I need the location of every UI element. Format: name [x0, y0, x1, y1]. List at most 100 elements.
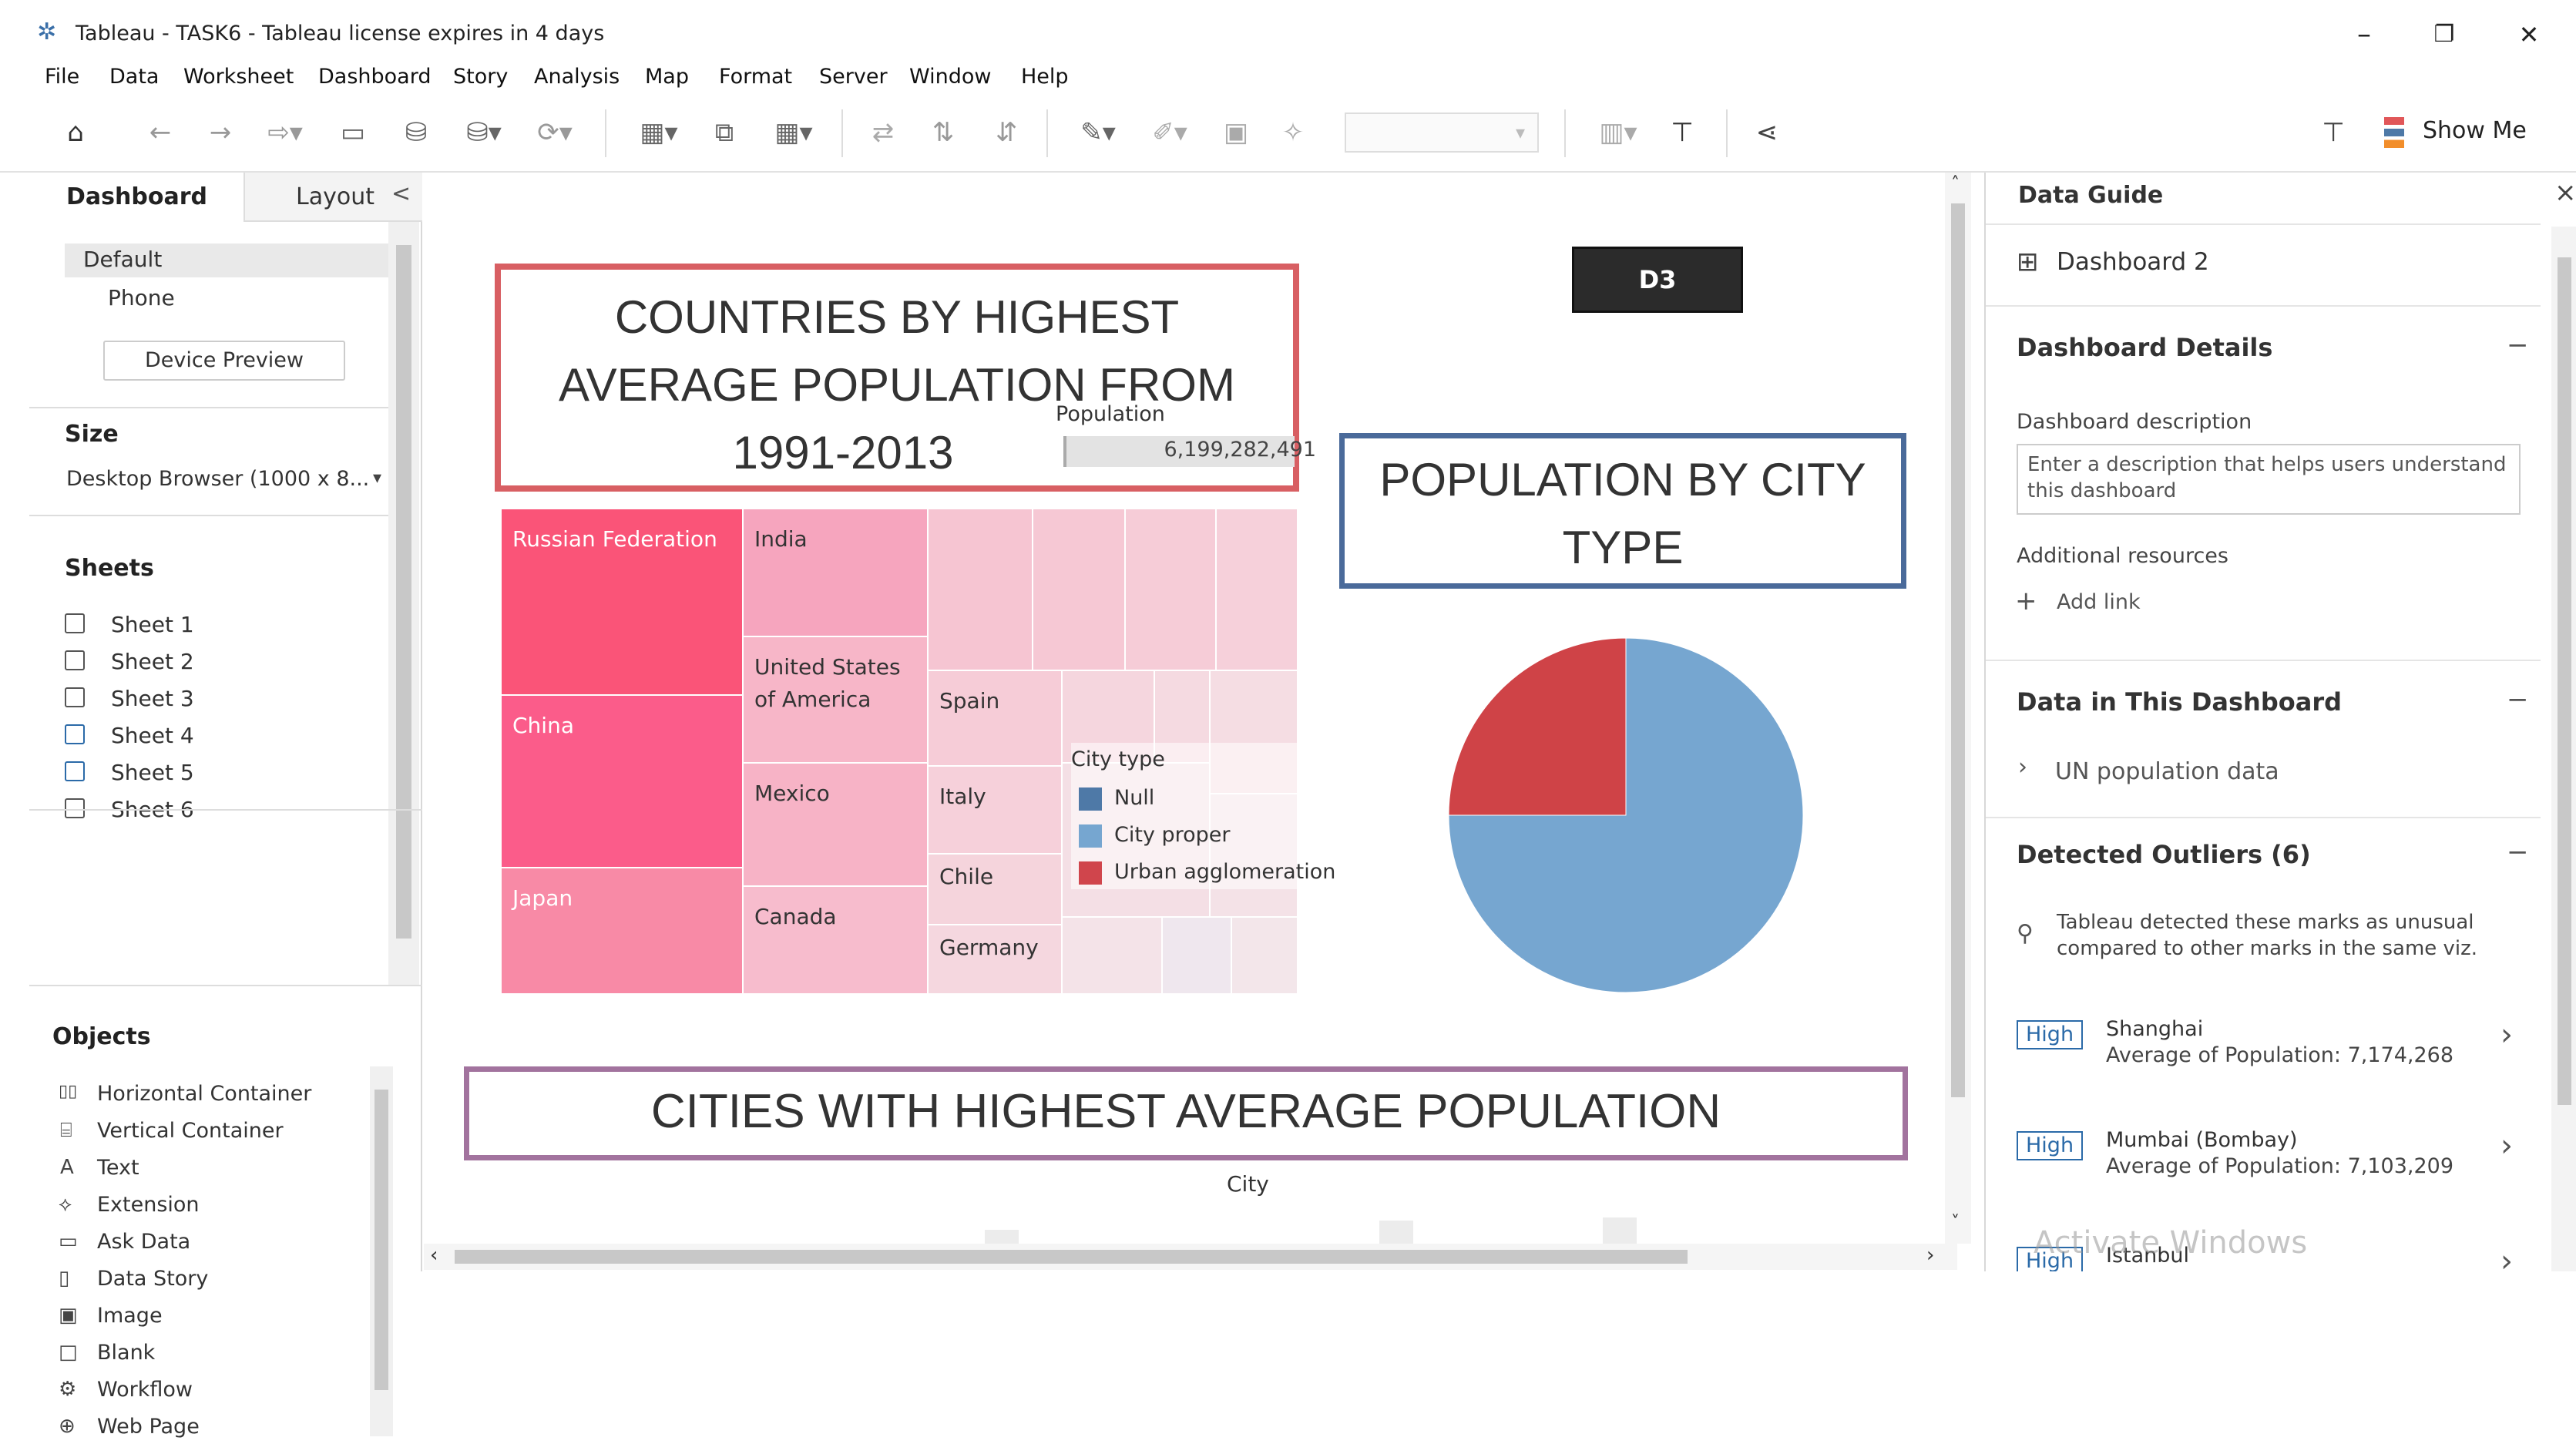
chart-type-icon[interactable]: ▥▾ [1599, 117, 1637, 148]
sheet-item[interactable]: Sheet 2 [111, 649, 194, 674]
size-dropdown[interactable]: Desktop Browser (1000 x 8... [66, 467, 370, 491]
menu-story[interactable]: Story [453, 65, 509, 89]
collapse-outliers-icon[interactable]: − [2507, 837, 2529, 868]
refresh-icon[interactable]: ⟳▾ [537, 117, 573, 148]
cities-bar[interactable] [1379, 1221, 1413, 1244]
swap-icon[interactable]: ⇄ [872, 117, 895, 148]
menu-data[interactable]: Data [109, 65, 160, 89]
back-icon[interactable]: ← [149, 117, 172, 148]
show-me-button[interactable]: Show Me [2423, 117, 2527, 144]
label-icon[interactable]: ▣ [1223, 117, 1249, 148]
tab-dashboard[interactable]: Dashboard [29, 173, 243, 222]
dashboard-details-heading[interactable]: Dashboard Details [2017, 333, 2273, 362]
scroll-left-icon[interactable]: ‹ [430, 1244, 438, 1267]
data-source-item[interactable]: UN population data [2055, 758, 2279, 785]
sort-desc-icon[interactable]: ⇵ [995, 117, 1018, 148]
treemap-cell[interactable] [1125, 509, 1216, 670]
menu-worksheet[interactable]: Worksheet [183, 65, 294, 89]
treemap-cell-india[interactable]: India [743, 509, 928, 636]
share-icon[interactable]: ⋖ [1755, 117, 1778, 148]
treemap-cell-germany[interactable]: Germany [928, 925, 1062, 994]
plus-icon[interactable]: + [2015, 586, 2037, 616]
scroll-up-icon[interactable]: ˄ [1951, 174, 1960, 193]
menu-dashboard[interactable]: Dashboard [318, 65, 432, 89]
fit-dropdown[interactable]: ▾ [1345, 112, 1539, 153]
chevron-down-icon[interactable]: ▾ [373, 468, 382, 488]
chevron-right-icon[interactable]: › [2018, 754, 2027, 781]
add-link-button[interactable]: Add link [2057, 590, 2141, 614]
object-data-story[interactable]: Data Story [97, 1267, 209, 1291]
minimize-button[interactable]: – [2357, 18, 2371, 50]
treemap-cell[interactable] [1162, 917, 1231, 994]
detected-outliers-heading[interactable]: Detected Outliers (6) [2017, 840, 2311, 869]
pie-slice-city-proper[interactable] [1448, 637, 1804, 993]
menu-server[interactable]: Server [819, 65, 888, 89]
pin-right-icon[interactable]: ⊤ [2322, 117, 2345, 148]
collapse-data-icon[interactable]: − [2507, 684, 2529, 715]
sheet-item[interactable]: Sheet 5 [111, 760, 194, 785]
highlight-icon[interactable]: ✎▾ [1080, 117, 1116, 148]
scroll-down-icon[interactable]: ˅ [1951, 1213, 1960, 1232]
collapse-panel-button[interactable]: < [391, 180, 411, 207]
dashboard-description-input[interactable]: Enter a description that helps users und… [2017, 444, 2521, 515]
treemap-cell-italy[interactable]: Italy [928, 766, 1062, 854]
menu-file[interactable]: File [45, 65, 80, 89]
tab-layout[interactable]: Layout [243, 173, 422, 222]
scrollbar-thumb[interactable] [2558, 257, 2571, 1105]
device-phone[interactable]: Phone [108, 285, 175, 311]
annotate-icon[interactable]: ✐▾ [1152, 117, 1187, 148]
scrollbar-thumb[interactable] [1951, 203, 1965, 1097]
treemap-cell[interactable] [1062, 917, 1162, 994]
new-sheet-icon[interactable]: ▦▾ [640, 117, 678, 148]
pause-icon[interactable]: ⛁▾ [466, 117, 502, 148]
cities-bar[interactable] [1603, 1217, 1637, 1244]
cities-title-box[interactable]: CITIES WITH HIGHEST AVERAGE POPULATION [464, 1066, 1908, 1160]
d3-button[interactable]: D3 [1572, 247, 1743, 313]
sort-asc-icon[interactable]: ⇅ [932, 117, 955, 148]
close-panel-button[interactable]: × [2554, 177, 2576, 208]
outlier-item[interactable]: High Istanbul › [1986, 1236, 2541, 1271]
canvas-vertical-scrollbar[interactable]: ˄ ˅ [1945, 173, 1971, 1244]
population-bar[interactable]: 6,199,282,491 [1063, 436, 1316, 467]
object-vertical-container[interactable]: Vertical Container [97, 1119, 284, 1143]
outlier-item[interactable]: High Shanghai Average of Population: 7,1… [1986, 1012, 2541, 1090]
scroll-right-icon[interactable]: › [1926, 1244, 1935, 1267]
redo-icon[interactable]: ⇨▾ [267, 117, 303, 148]
sheet-item[interactable]: Sheet 4 [111, 723, 194, 748]
menu-help[interactable]: Help [1021, 65, 1069, 89]
treemap-cell-japan[interactable]: Japan [501, 868, 743, 994]
chevron-right-icon[interactable]: › [2500, 1017, 2513, 1053]
canvas-horizontal-scrollbar[interactable]: ‹ › [424, 1244, 1957, 1270]
treemap-cell-usa[interactable]: United States of America [743, 636, 928, 763]
object-ask-data[interactable]: Ask Data [97, 1230, 191, 1254]
scrollbar-thumb[interactable] [374, 1090, 388, 1390]
clear-icon[interactable]: ▦▾ [774, 117, 813, 148]
object-text[interactable]: Text [97, 1156, 139, 1180]
cities-bar[interactable] [985, 1230, 1019, 1244]
city-type-title-box[interactable]: POPULATION BY CITY TYPE [1339, 433, 1906, 589]
menu-analysis[interactable]: Analysis [534, 65, 620, 89]
restore-button[interactable]: ❐ [2433, 21, 2455, 48]
treemap-cell[interactable] [1033, 509, 1125, 670]
collapse-details-icon[interactable]: − [2507, 330, 2529, 361]
countries-title-box[interactable]: COUNTRIES BY HIGHEST AVERAGE POPULATION … [495, 264, 1299, 492]
treemap-cell-canada[interactable]: Canada [743, 886, 928, 994]
home-icon[interactable]: ⌂ [67, 117, 84, 148]
save-icon[interactable]: ▭ [340, 117, 366, 148]
pin-icon[interactable]: ✧ [1281, 117, 1305, 148]
city-type-legend[interactable]: City type Null City proper Urban agglome… [1071, 743, 1395, 889]
scrollbar-thumb[interactable] [455, 1250, 1688, 1264]
sheet-item[interactable]: Sheet 3 [111, 686, 194, 711]
chevron-right-icon[interactable]: › [2500, 1244, 2513, 1271]
presentation-icon[interactable]: ⊤ [1671, 117, 1694, 148]
device-default[interactable]: Default [65, 243, 388, 277]
chevron-right-icon[interactable]: › [2500, 1128, 2513, 1164]
objects-scrollbar[interactable] [370, 1066, 393, 1436]
treemap-cell-spain[interactable]: Spain [928, 670, 1062, 766]
object-blank[interactable]: Blank [97, 1341, 156, 1365]
treemap-cell[interactable] [928, 509, 1033, 670]
sheet-item[interactable]: Sheet 1 [111, 612, 194, 637]
treemap-cell[interactable] [1231, 917, 1298, 994]
treemap-cell[interactable] [1216, 509, 1298, 670]
device-preview-button[interactable]: Device Preview [103, 341, 345, 381]
